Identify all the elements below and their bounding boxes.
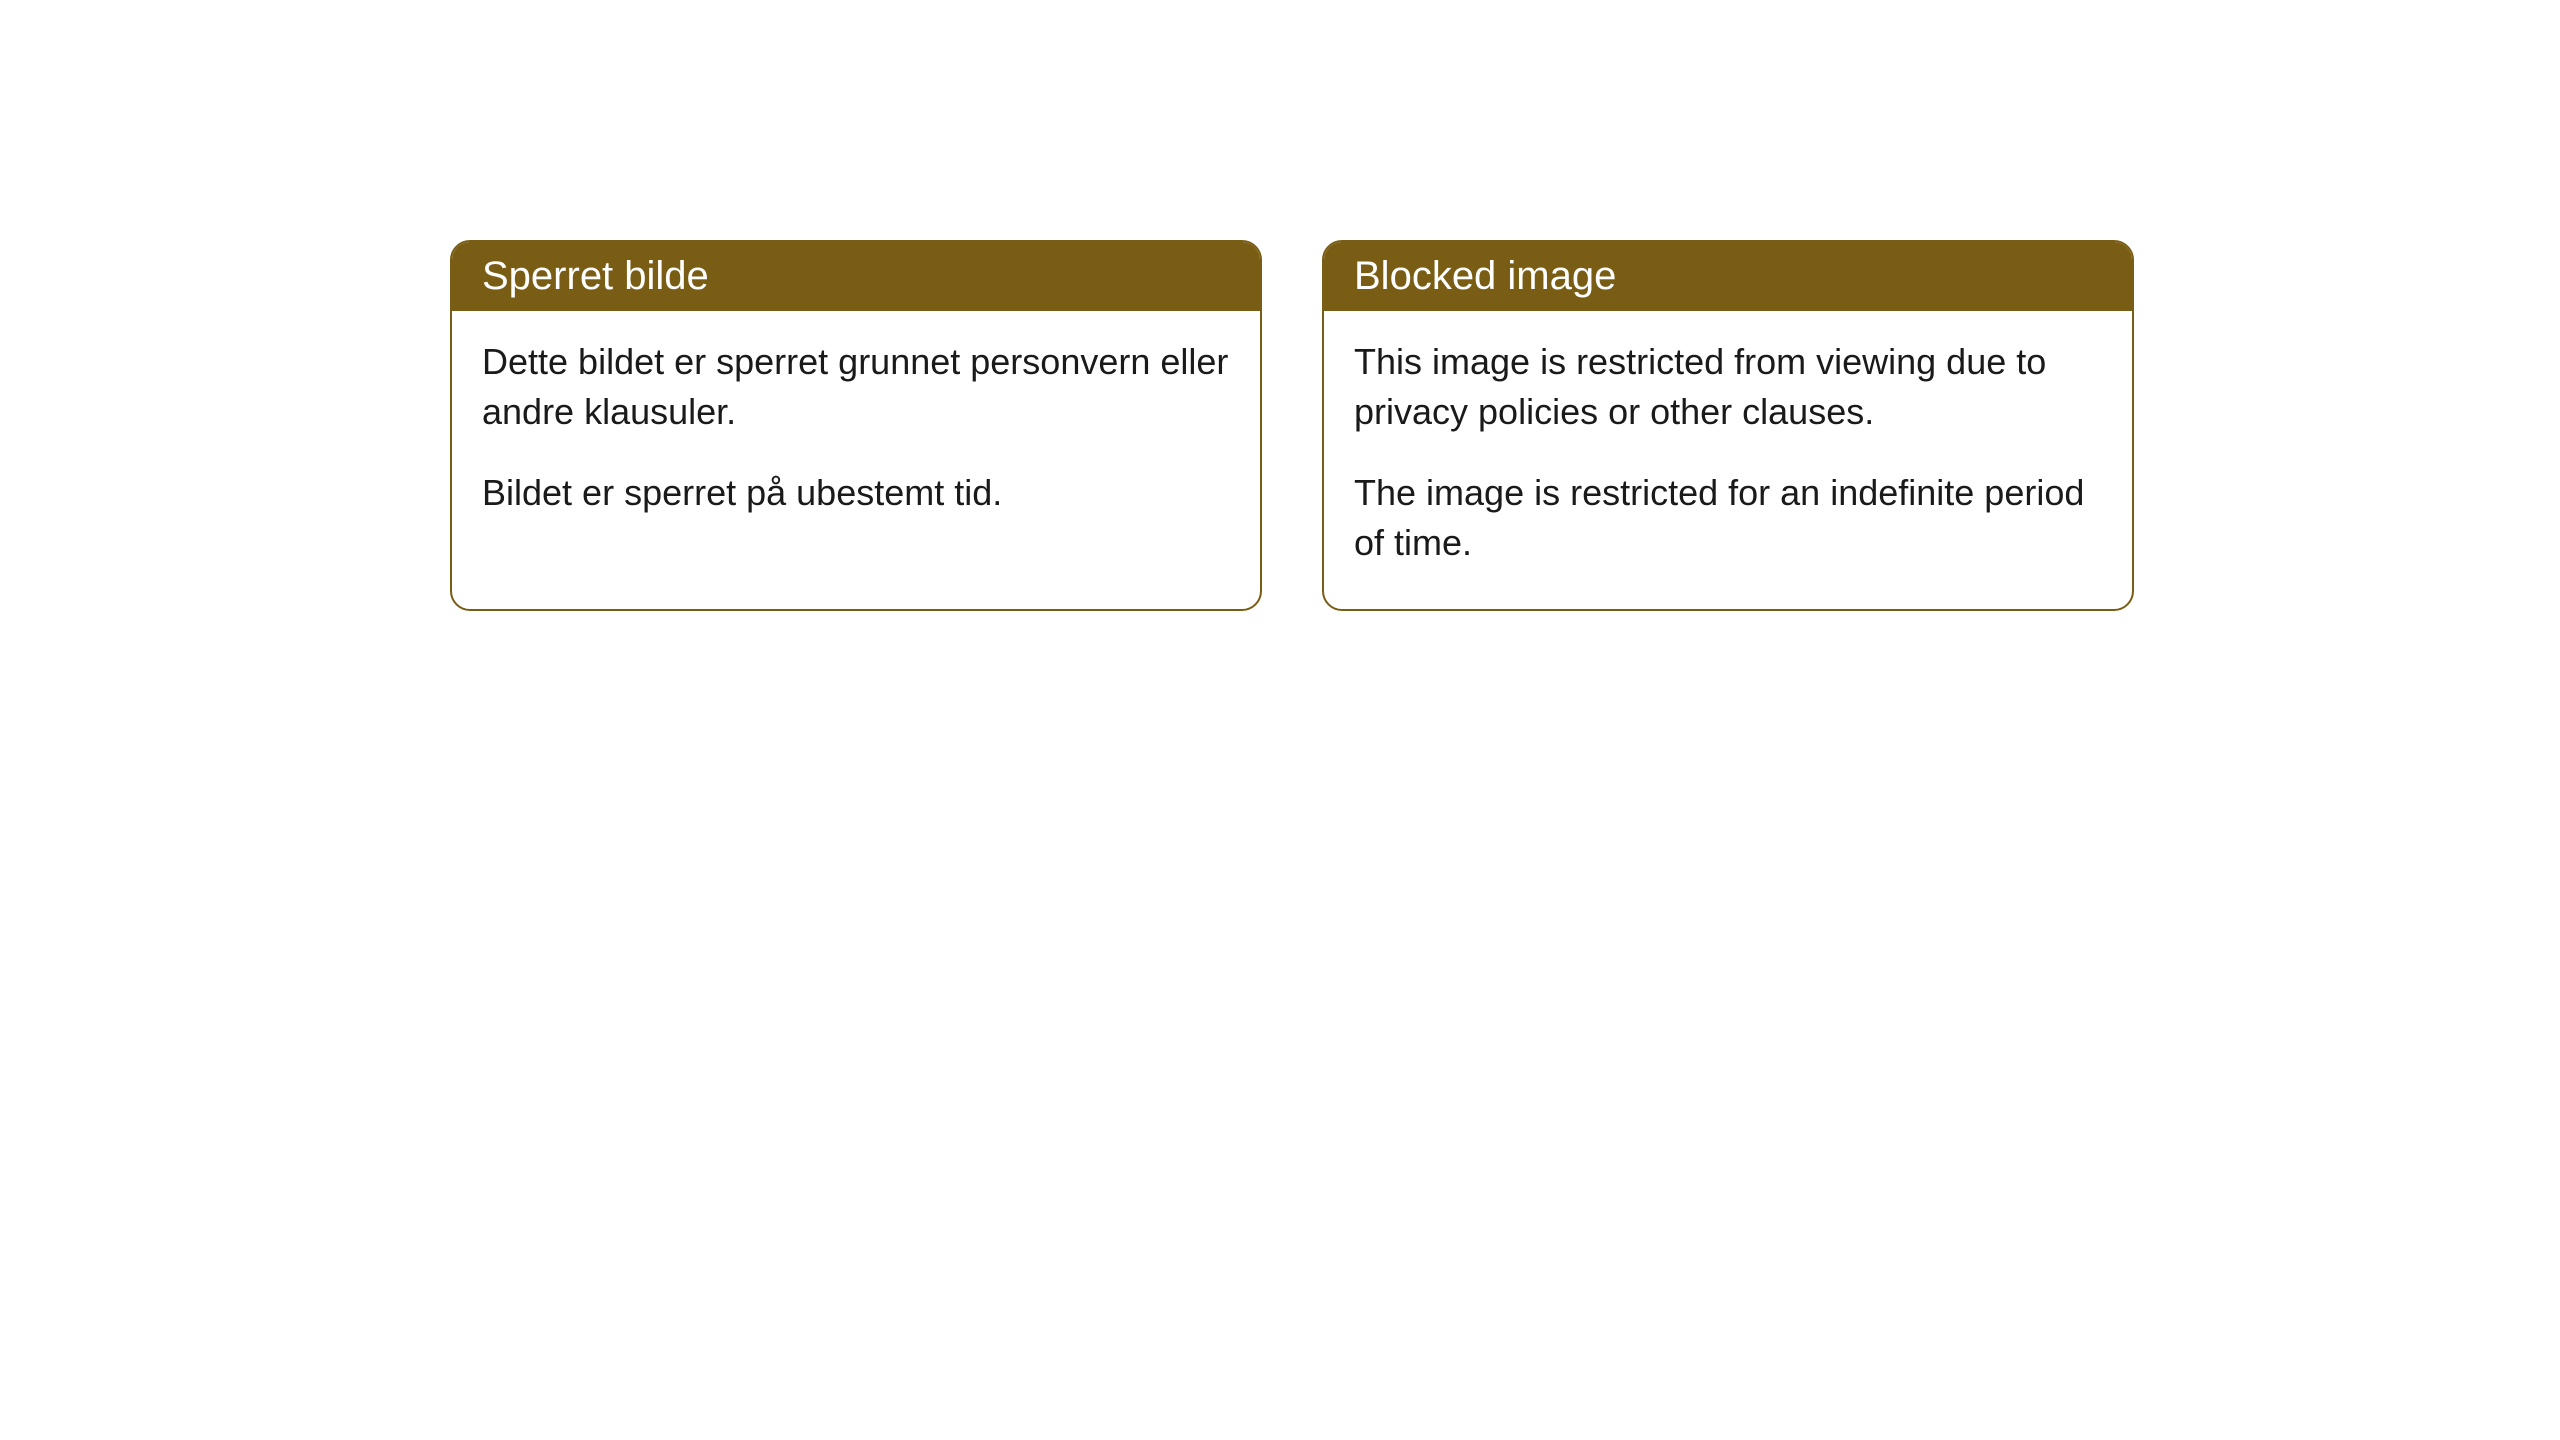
card-paragraph: The image is restricted for an indefinit… — [1354, 468, 2102, 569]
card-english: Blocked image This image is restricted f… — [1322, 240, 2134, 611]
card-title: Blocked image — [1354, 254, 1616, 298]
card-paragraph: This image is restricted from viewing du… — [1354, 337, 2102, 438]
card-title: Sperret bilde — [482, 254, 709, 298]
cards-container: Sperret bilde Dette bildet er sperret gr… — [450, 240, 2134, 611]
card-header-norwegian: Sperret bilde — [452, 242, 1260, 311]
card-body-english: This image is restricted from viewing du… — [1324, 311, 2132, 609]
card-paragraph: Bildet er sperret på ubestemt tid. — [482, 468, 1230, 518]
card-body-norwegian: Dette bildet er sperret grunnet personve… — [452, 311, 1260, 558]
card-header-english: Blocked image — [1324, 242, 2132, 311]
card-paragraph: Dette bildet er sperret grunnet personve… — [482, 337, 1230, 438]
card-norwegian: Sperret bilde Dette bildet er sperret gr… — [450, 240, 1262, 611]
